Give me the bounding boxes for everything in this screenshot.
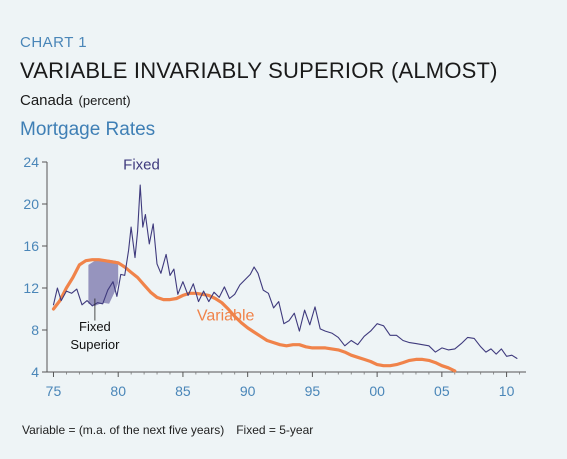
variable-definition: Variable = (m.a. of the next five years) [22,423,225,437]
x-tick-label: 05 [434,383,450,399]
x-tick-label: 00 [369,383,385,399]
y-tick-label: 16 [23,238,39,254]
footnote: Variable = (m.a. of the next five years)… [22,423,313,437]
x-tick-label: 80 [110,383,126,399]
x-tick-label: 75 [46,383,62,399]
y-tick-label: 24 [23,154,39,170]
country-label: Canada [20,92,73,109]
y-tick-label: 20 [23,196,39,212]
superior-label-line1: Fixed [79,319,111,334]
unit-label: (percent) [78,93,131,108]
chart-subtitle: Canada (percent) [20,92,131,109]
chart-number: CHART 1 [20,34,88,51]
fixed-superior-area [88,259,119,306]
fixed-series-label: Fixed [123,156,160,173]
y-tick-label: 8 [31,322,39,338]
variable-series-line [51,258,457,373]
x-tick-label: 85 [175,383,191,399]
y-tick-label: 4 [31,364,39,380]
chart-title: VARIABLE INVARIABLY SUPERIOR (ALMOST) [20,58,498,83]
y-tick-label: 12 [23,280,39,296]
fixed-definition: Fixed = 5-year [236,423,314,437]
x-tick-label: 95 [305,383,321,399]
superior-label-line2: Superior [70,337,120,352]
x-tick-label: 10 [499,383,515,399]
section-title: Mortgage Rates [20,119,156,140]
fixed-series-line [52,184,518,359]
x-tick-label: 90 [240,383,256,399]
variable-series-label: Variable [197,308,255,325]
